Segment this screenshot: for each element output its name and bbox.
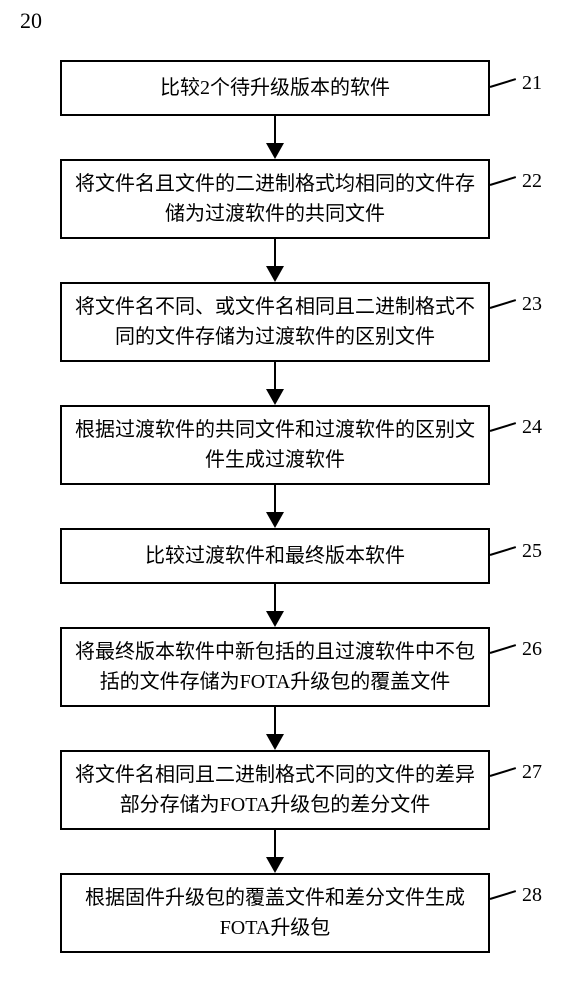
flowchart-step-2: 将文件名且文件的二进制格式均相同的文件存储为过渡软件的共同文件 — [60, 159, 490, 239]
flowchart-step-3: 将文件名不同、或文件名相同且二进制格式不同的文件存储为过渡软件的区别文件 — [60, 282, 490, 362]
flowchart-step-6: 将最终版本软件中新包括的且过渡软件中不包括的文件存储为FOTA升级包的覆盖文件 — [60, 627, 490, 707]
flow-arrow — [274, 584, 276, 611]
flow-arrow-head — [266, 734, 284, 750]
leader-line — [490, 176, 517, 186]
leader-line — [490, 299, 517, 309]
flow-arrow — [274, 830, 276, 857]
flow-arrow-head — [266, 266, 284, 282]
flow-arrow-head — [266, 389, 284, 405]
flowchart-step-text: 根据固件升级包的覆盖文件和差分文件生成FOTA升级包 — [72, 883, 478, 943]
flowchart-step-8: 根据固件升级包的覆盖文件和差分文件生成FOTA升级包 — [60, 873, 490, 953]
flowchart-step-text: 比较过渡软件和最终版本软件 — [145, 541, 405, 571]
flow-arrow-head — [266, 611, 284, 627]
flow-arrow — [274, 485, 276, 512]
step-number-label: 24 — [522, 416, 542, 439]
leader-line — [490, 546, 517, 556]
flowchart-step-7: 将文件名相同且二进制格式不同的文件的差异部分存储为FOTA升级包的差分文件 — [60, 750, 490, 830]
flowchart-step-text: 将文件名相同且二进制格式不同的文件的差异部分存储为FOTA升级包的差分文件 — [72, 760, 478, 820]
flow-arrow — [274, 239, 276, 266]
step-number-label: 27 — [522, 761, 542, 784]
step-number-label: 25 — [522, 540, 542, 563]
leader-line — [490, 422, 517, 432]
flowchart-step-text: 将文件名不同、或文件名相同且二进制格式不同的文件存储为过渡软件的区别文件 — [72, 292, 478, 352]
flowchart-step-1: 比较2个待升级版本的软件 — [60, 60, 490, 116]
step-number-label: 28 — [522, 884, 542, 907]
flowchart-step-text: 比较2个待升级版本的软件 — [160, 73, 390, 103]
flow-arrow-head — [266, 857, 284, 873]
leader-line — [490, 644, 517, 654]
flow-arrow — [274, 116, 276, 143]
flowchart-step-text: 将文件名且文件的二进制格式均相同的文件存储为过渡软件的共同文件 — [72, 169, 478, 229]
step-number-label: 23 — [522, 293, 542, 316]
flow-arrow — [274, 362, 276, 389]
leader-line — [490, 890, 517, 900]
step-number-label: 21 — [522, 72, 542, 95]
flowchart-step-text: 将最终版本软件中新包括的且过渡软件中不包括的文件存储为FOTA升级包的覆盖文件 — [72, 637, 478, 697]
flow-arrow — [274, 707, 276, 734]
flowchart-step-4: 根据过渡软件的共同文件和过渡软件的区别文件生成过渡软件 — [60, 405, 490, 485]
step-number-label: 26 — [522, 638, 542, 661]
leader-line — [490, 767, 517, 777]
figure-number-label: 20 — [20, 8, 42, 34]
leader-line — [490, 78, 517, 88]
flowchart-canvas: 20 比较2个待升级版本的软件 21 将文件名且文件的二进制格式均相同的文件存储为过… — [0, 0, 571, 1000]
flowchart-step-text: 根据过渡软件的共同文件和过渡软件的区别文件生成过渡软件 — [72, 415, 478, 475]
flow-arrow-head — [266, 512, 284, 528]
step-number-label: 22 — [522, 170, 542, 193]
flow-arrow-head — [266, 143, 284, 159]
flowchart-step-5: 比较过渡软件和最终版本软件 — [60, 528, 490, 584]
